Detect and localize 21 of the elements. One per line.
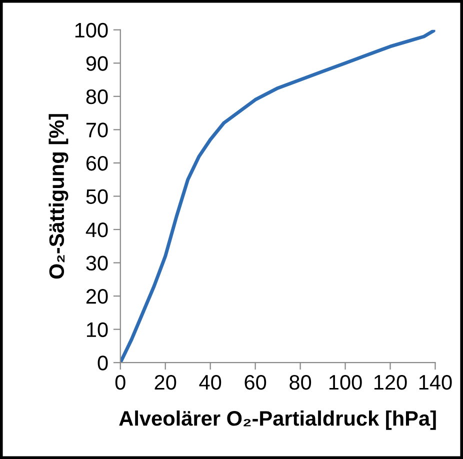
x-tick-label: 140 [419,374,452,390]
y-tick-label: 60 [86,156,108,171]
y-tick-label: 0 [98,356,108,370]
x-tick-label: 60 [244,374,266,390]
y-tick-label: 80 [86,89,108,104]
x-tick-label: 20 [154,374,176,390]
x-tick-label: 100 [329,374,362,390]
y-tick-label: 70 [86,122,108,138]
y-axis-title: O₂-Sättigung [%] [48,114,68,279]
y-tick-label: 100 [75,22,108,38]
x-tick-label: 0 [115,374,126,390]
x-tick-label: 40 [199,374,222,390]
x-tick-label: 120 [374,374,407,390]
x-tick-label: 80 [290,374,312,390]
y-tick-label: 40 [86,222,108,238]
x-axis-title: Alveolärer O₂-Partialdruck [hPa] [119,410,436,430]
y-tick-label: 50 [86,189,108,204]
y-tick-label: 90 [86,56,108,71]
y-tick-label: 10 [86,322,108,338]
y-tick-label: 30 [86,256,108,271]
y-tick-label: 20 [86,289,108,304]
